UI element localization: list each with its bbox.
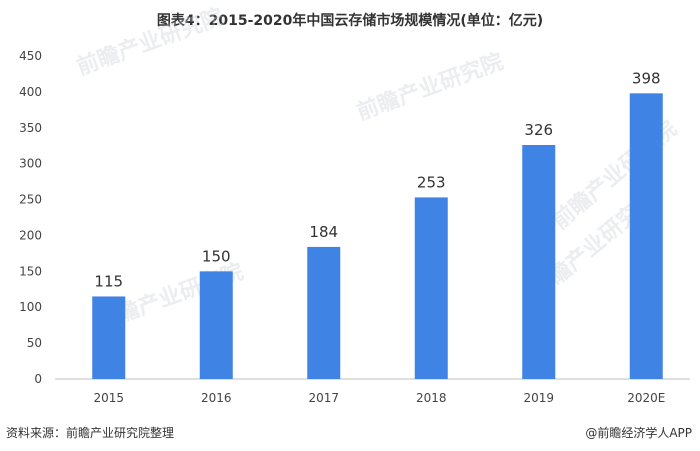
bar-value-label: 150 [202,247,231,265]
x-tick-label: 2015 [93,391,124,405]
data-labels-group: 115 150 184 253 326 398 [94,69,660,290]
bar [414,197,448,379]
y-tick-label: 400 [19,85,42,99]
x-tick-label: 2019 [523,391,554,405]
bar [629,93,663,379]
y-tick-label: 350 [19,121,42,135]
y-tick-label: 50 [27,336,42,350]
chart-title: 图表4：2015-2020年中国云存储市场规模情况(单位：亿元) [156,13,544,29]
bar-value-label: 115 [94,272,123,290]
bar-value-label: 326 [524,121,553,139]
bar [199,271,233,379]
bar-value-label: 184 [309,223,338,241]
x-tick-label: 2017 [308,391,339,405]
y-axis: 0 50 100 150 200 250 300 350 400 450 [19,49,42,386]
bar [92,296,126,379]
y-tick-label: 200 [19,228,42,242]
y-tick-label: 250 [19,193,42,207]
x-tick-label: 2020E [627,391,665,405]
y-tick-label: 150 [19,264,42,278]
bar-value-label: 398 [632,69,661,87]
y-tick-label: 450 [19,49,42,63]
bar [522,145,556,379]
watermark-text: 前瞻产业研究院 [73,4,227,81]
watermark-text: 前瞻产业研究院 [353,49,507,126]
bar-value-label: 253 [417,173,446,191]
credit-note: @前瞻经济学人APP [585,426,692,440]
y-tick-label: 0 [34,372,42,386]
y-tick-label: 300 [19,157,42,171]
y-tick-label: 100 [19,300,42,314]
bars-group [92,93,663,379]
x-tick-label: 2018 [416,391,447,405]
source-note: 资料来源：前瞻产业研究院整理 [6,426,175,440]
x-tick-label: 2016 [201,391,232,405]
x-axis: 2015 2016 2017 2018 2019 2020E [55,378,690,405]
bar [307,246,341,379]
